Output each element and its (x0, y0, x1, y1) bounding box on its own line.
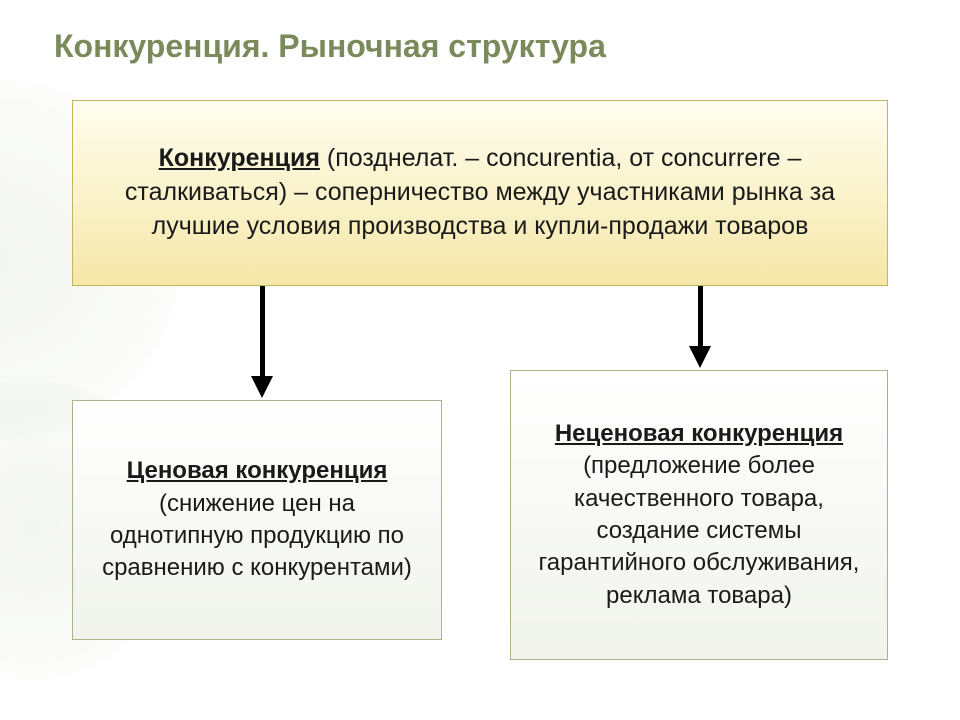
right-box-body: (предложение более качественного товара,… (539, 452, 860, 609)
slide-title: Конкуренция. Рыночная структура (54, 28, 606, 65)
left-box-body: (снижение цен на однотипную продукцию по… (102, 490, 412, 582)
right-box-text: Неценовая конкуренция (предложение более… (533, 418, 865, 612)
right-box-term: Неценовая конкуренция (555, 420, 843, 447)
arrow-left-line (260, 286, 265, 378)
left-box-term: Ценовая конкуренция (127, 457, 388, 484)
arrow-right-head (689, 346, 711, 368)
arrow-right-line (698, 286, 703, 348)
left-box-text: Ценовая конкуренция (снижение цен на одн… (95, 455, 419, 585)
left-box: Ценовая конкуренция (снижение цен на одн… (72, 400, 442, 640)
definition-text: Конкуренция (позднелат. – concurentia, о… (101, 142, 859, 243)
right-box: Неценовая конкуренция (предложение более… (510, 370, 888, 660)
definition-term: Конкуренция (159, 144, 320, 172)
arrow-left-head (251, 376, 273, 398)
definition-box: Конкуренция (позднелат. – concurentia, о… (72, 100, 888, 286)
